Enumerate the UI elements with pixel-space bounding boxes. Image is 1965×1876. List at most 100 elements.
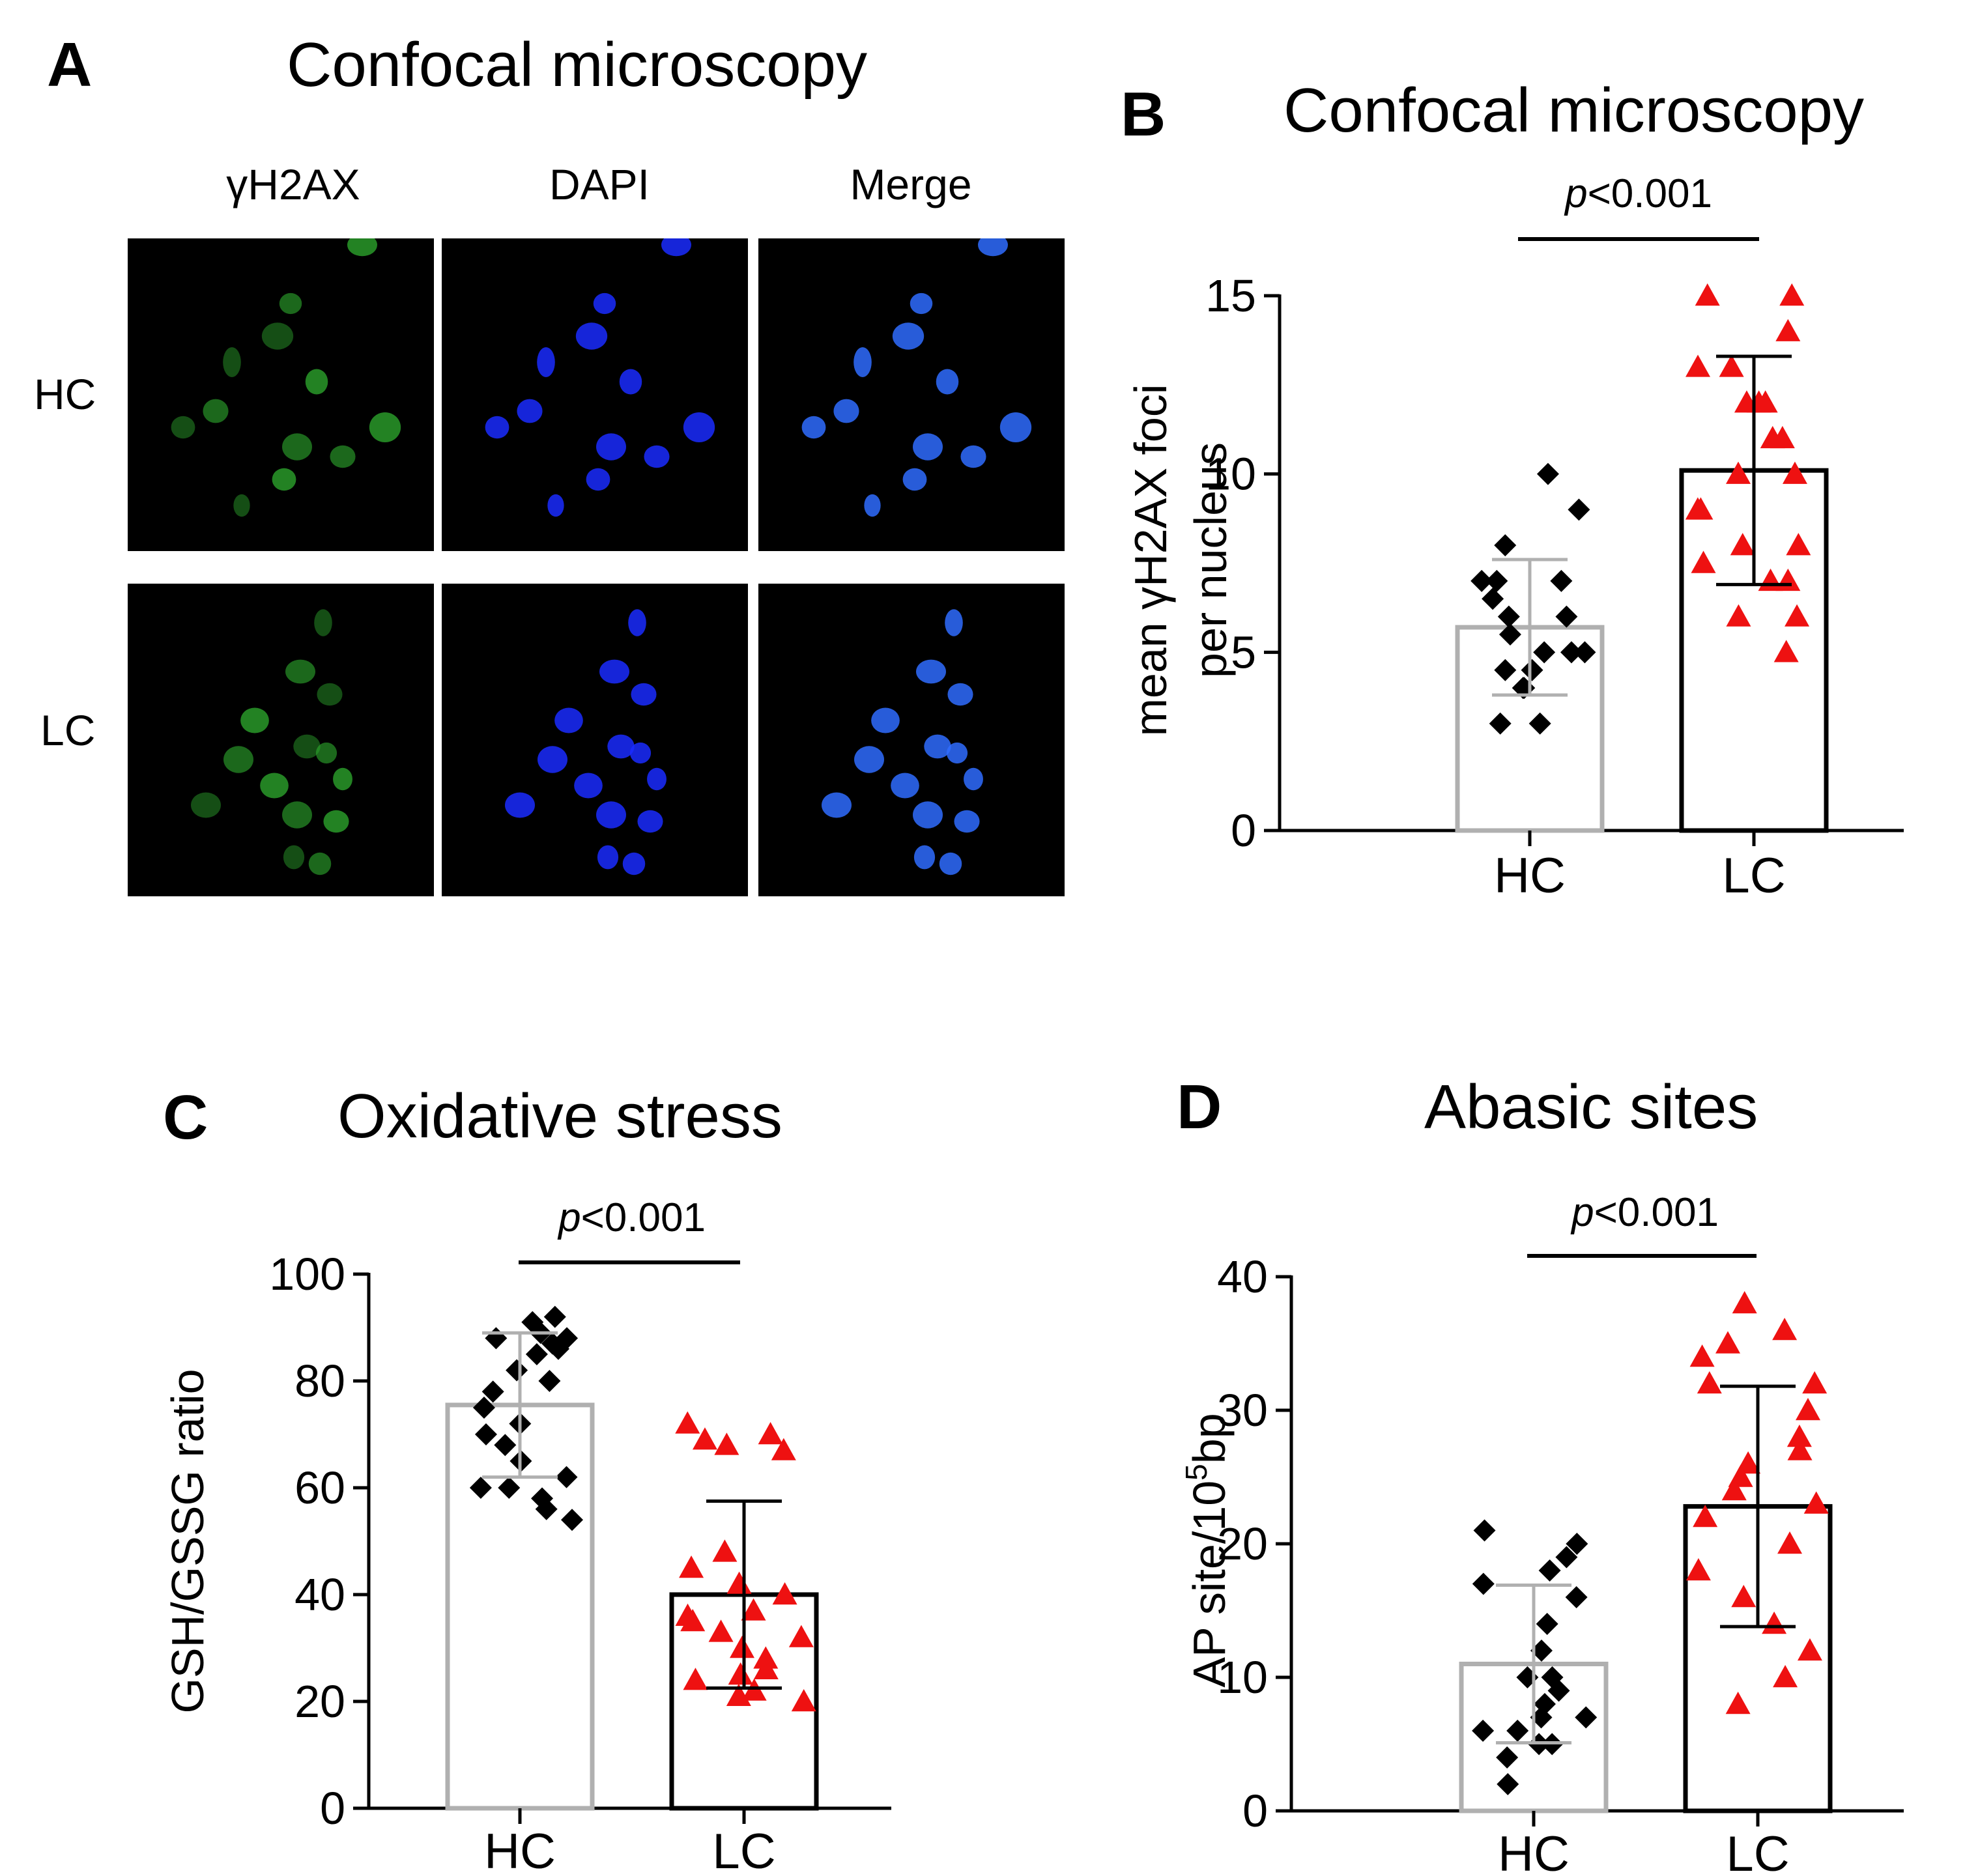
data-point-lc-d xyxy=(1732,1291,1757,1314)
micrograph-lc-merge xyxy=(758,584,1065,896)
column-label-merge: Merge xyxy=(850,160,972,208)
data-point-hc-d xyxy=(1538,1559,1561,1582)
data-point-lc-d xyxy=(1777,1531,1803,1554)
nucleus xyxy=(924,734,951,759)
data-point-lc-b xyxy=(1719,354,1744,377)
p-value-letter: p xyxy=(1570,1190,1594,1235)
nucleus xyxy=(586,468,610,491)
nucleus xyxy=(261,322,294,350)
nucleus xyxy=(323,810,349,833)
data-point-lc-c xyxy=(712,1539,738,1562)
panel-d-letter: D xyxy=(1177,1072,1222,1142)
nucleus xyxy=(661,238,691,257)
nucleus xyxy=(954,810,980,833)
nucleus xyxy=(279,292,302,315)
data-point-lc-c xyxy=(726,1571,752,1594)
data-point-hc-b xyxy=(1555,605,1578,628)
y-tick-label-d: 0 xyxy=(1242,1785,1268,1836)
nucleus xyxy=(223,347,241,377)
x-tick-label-lc-d: LC xyxy=(1726,1826,1789,1876)
nucleus xyxy=(801,416,826,439)
x-tick-label-lc-b: LC xyxy=(1722,848,1785,903)
data-point-lc-d xyxy=(1803,1491,1829,1514)
data-point-hc-b xyxy=(1489,712,1512,735)
data-point-lc-d xyxy=(1786,1425,1812,1447)
data-point-lc-b xyxy=(1753,390,1778,413)
nucleus xyxy=(913,801,943,829)
micrograph-hc-merge-image xyxy=(801,238,1032,517)
micrograph-lc-gh2ax-image xyxy=(191,609,352,875)
data-point-hc-d xyxy=(1536,1613,1558,1635)
micrograph-lc-gh2ax xyxy=(128,584,434,896)
data-point-lc-c xyxy=(728,1662,753,1685)
micrograph-hc-gh2ax xyxy=(128,238,434,551)
bar-hc-b xyxy=(1455,625,1605,833)
data-point-lc-d xyxy=(1689,1344,1715,1367)
nucleus xyxy=(317,683,343,706)
data-point-hc-b xyxy=(1494,534,1517,557)
data-point-lc-d xyxy=(1773,1665,1798,1688)
nucleus xyxy=(574,773,603,799)
data-point-hc-d xyxy=(1497,1773,1519,1795)
p-value-letter: p xyxy=(1564,171,1587,216)
nucleus xyxy=(631,683,657,706)
data-point-lc-c xyxy=(680,1609,706,1632)
y-tick-label-d: 20 xyxy=(1217,1518,1268,1569)
data-point-hc-b xyxy=(1568,498,1590,521)
nucleus xyxy=(285,659,315,684)
data-point-hc-c xyxy=(561,1509,584,1531)
data-point-lc-c xyxy=(729,1636,754,1658)
nucleus xyxy=(305,369,328,395)
nucleus xyxy=(628,609,646,636)
nucleus xyxy=(599,659,629,684)
data-point-hc-c xyxy=(474,1423,497,1445)
data-point-lc-c xyxy=(758,1422,783,1445)
nucleus xyxy=(330,445,356,468)
data-point-hc-c xyxy=(535,1498,558,1520)
data-point-lc-d xyxy=(1697,1371,1722,1394)
nucleus xyxy=(871,707,900,733)
y-tick-label-d: 40 xyxy=(1217,1251,1268,1302)
data-point-hc-c xyxy=(498,1477,521,1499)
nucleus xyxy=(593,292,616,315)
data-point-lc-c xyxy=(714,1432,739,1455)
nucleus xyxy=(637,810,663,833)
nucleus xyxy=(999,412,1032,442)
micrograph-lc-merge-image xyxy=(822,609,983,875)
nucleus xyxy=(939,852,962,875)
row-label-hc: HC xyxy=(34,370,96,418)
nucleus xyxy=(240,707,269,733)
data-point-hc-d xyxy=(1547,1679,1570,1702)
data-point-lc-b xyxy=(1726,604,1751,627)
nucleus xyxy=(485,416,509,439)
nucleus xyxy=(597,845,619,870)
data-point-lc-d xyxy=(1797,1638,1822,1661)
data-point-hc-b xyxy=(1499,623,1521,646)
data-point-lc-b xyxy=(1685,354,1711,377)
nucleus xyxy=(203,399,229,423)
data-point-hc-b xyxy=(1497,605,1520,628)
data-point-hc-d xyxy=(1530,1706,1553,1729)
data-point-hc-d xyxy=(1496,1746,1519,1769)
nucleus xyxy=(308,852,332,875)
p-value-c: p<0.001 xyxy=(557,1195,706,1240)
micrograph-hc-dapi-image xyxy=(485,238,715,517)
data-point-lc-d xyxy=(1787,1438,1813,1460)
row-label-lc: LC xyxy=(40,706,96,754)
data-point-lc-c xyxy=(679,1556,704,1578)
y-tick-label-c: 100 xyxy=(269,1249,345,1300)
data-point-lc-c xyxy=(708,1619,734,1642)
data-point-lc-b xyxy=(1730,533,1755,556)
data-point-lc-b xyxy=(1785,604,1810,627)
data-point-lc-b xyxy=(1773,640,1799,662)
y-tick-label-c: 80 xyxy=(294,1356,345,1406)
p-value-threshold: <0.001 xyxy=(581,1195,706,1240)
nucleus xyxy=(913,845,936,870)
data-point-lc-d xyxy=(1693,1505,1718,1528)
nucleus xyxy=(964,767,983,791)
panel-b-letter: B xyxy=(1121,79,1166,149)
x-tick-label-hc-c: HC xyxy=(484,1824,556,1876)
data-point-hc-b xyxy=(1533,641,1556,664)
nucleus xyxy=(945,609,963,636)
column-label-gh2ax: γH2AX xyxy=(226,160,360,208)
